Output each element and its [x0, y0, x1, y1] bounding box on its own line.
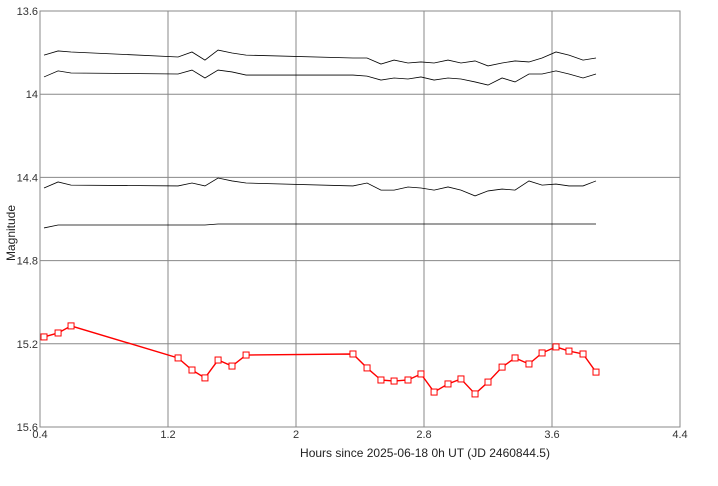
y-tick-label: 14: [26, 89, 38, 101]
x-tick-label: 2: [293, 429, 299, 441]
x-tick-label: 4.4: [672, 429, 687, 441]
data-point: [592, 368, 600, 376]
data-point: [404, 376, 412, 384]
data-point: [471, 390, 479, 398]
x-tick-label: 1.2: [160, 429, 175, 441]
data-point: [430, 388, 438, 396]
series-line: [43, 49, 597, 67]
data-point: [390, 377, 398, 385]
data-point: [525, 360, 533, 368]
data-point: [214, 356, 222, 364]
data-point: [228, 362, 236, 370]
series-line: [43, 325, 597, 395]
plot-area: [39, 10, 681, 428]
y-tick-label: 14.4: [17, 172, 38, 184]
data-point: [174, 354, 182, 362]
data-point: [538, 349, 546, 357]
x-tick-label: 0.4: [32, 429, 47, 441]
y-axis-title: Magnitude: [4, 205, 18, 261]
data-point: [484, 378, 492, 386]
data-point: [54, 329, 62, 337]
y-tick-label: 14.8: [17, 256, 38, 268]
data-point: [363, 364, 371, 372]
y-tick-label: 15.2: [17, 339, 38, 351]
data-point: [579, 350, 587, 358]
data-point: [242, 351, 250, 359]
data-point: [377, 376, 385, 384]
series-line: [43, 177, 597, 197]
data-point: [498, 363, 506, 371]
data-point: [417, 370, 425, 378]
data-point: [40, 333, 48, 341]
data-point: [565, 347, 573, 355]
data-point: [457, 375, 465, 383]
y-tick-label: 15.6: [17, 422, 38, 434]
series-line: [43, 69, 597, 86]
data-point: [349, 350, 357, 358]
data-point: [552, 343, 560, 351]
y-tick-label: 13.6: [17, 6, 38, 18]
x-tick-label: 3.6: [544, 429, 559, 441]
data-point: [67, 322, 75, 330]
data-point: [444, 380, 452, 388]
data-point: [511, 354, 519, 362]
series-line: [43, 223, 596, 229]
x-tick-label: 2.8: [416, 429, 431, 441]
data-point: [188, 366, 196, 374]
data-point: [201, 374, 209, 382]
x-axis-title: Hours since 2025-06-18 0h UT (JD 2460844…: [300, 446, 550, 460]
